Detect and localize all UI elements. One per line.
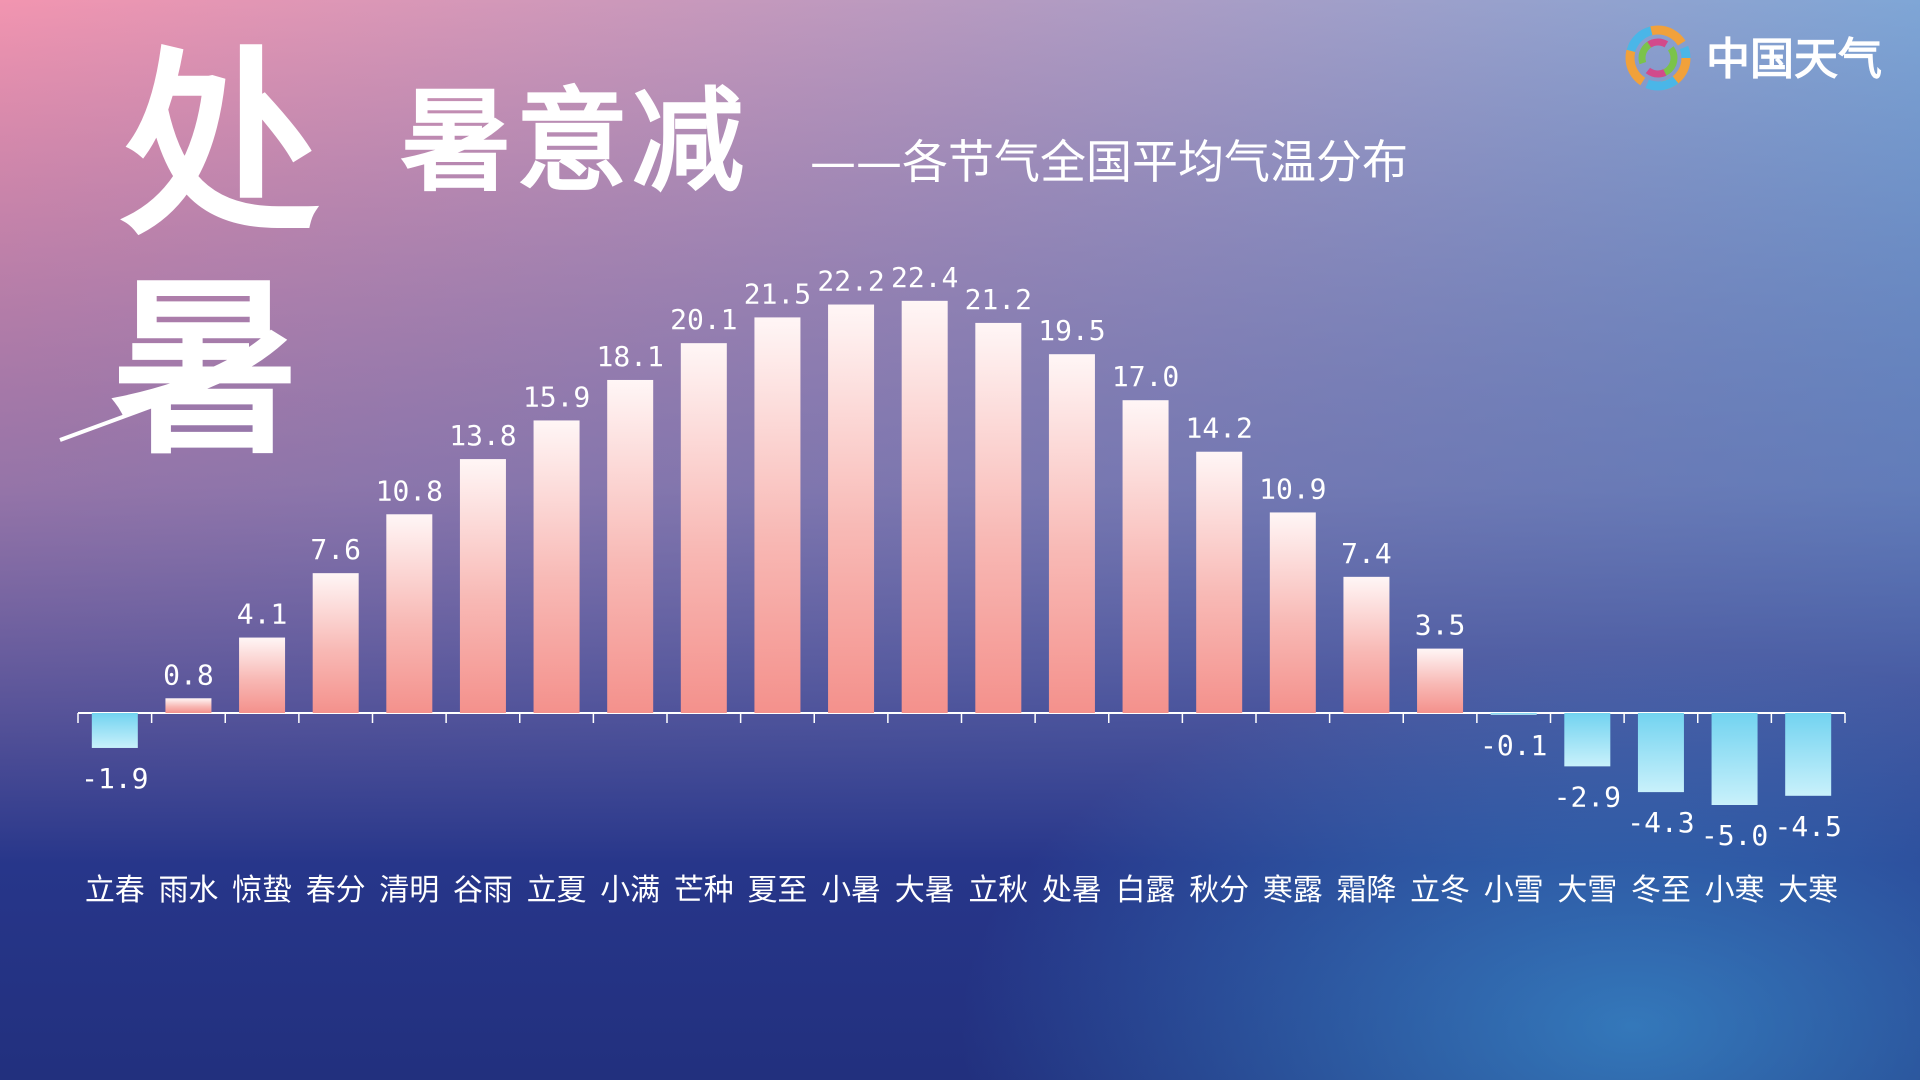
bar [165,698,212,713]
bar [1343,576,1390,713]
value-label: 19.5 [1038,314,1105,347]
value-label: 0.8 [163,658,214,691]
x-tick-label: 大暑 [895,873,955,908]
value-label: 4.1 [237,598,288,631]
bar [680,343,727,713]
bar [1122,400,1169,713]
value-label: 7.6 [310,533,361,566]
x-tick-label: 惊蛰 [232,873,292,908]
bar [91,713,138,748]
value-label: 21.5 [744,277,811,310]
bar [754,317,801,713]
logo-ring [1638,38,1678,78]
bar [1564,713,1611,767]
x-tick-label: 雨水 [158,873,218,908]
logo-ring [1625,25,1691,91]
x-tick-label: 清明 [379,873,439,908]
logo-text: 中国天气 [1706,34,1882,85]
value-label: 20.1 [670,303,737,336]
bar [1637,713,1684,793]
x-tick-label: 冬至 [1631,873,1691,908]
bar [607,379,654,713]
heading-char: 处 [120,28,320,263]
logo: 中国天气 [1625,25,1882,91]
value-label: 7.4 [1341,537,1392,570]
heading-char: 暑 [110,257,300,480]
bar [1417,648,1464,713]
x-tick-label: 小满 [600,873,660,908]
bar [1785,713,1832,796]
x-tick-label: 霜降 [1336,873,1396,908]
value-label: -5.0 [1701,819,1768,852]
chart-title: 暑意减 [400,77,748,207]
value-label: -4.5 [1774,810,1841,843]
value-label: 22.4 [891,261,958,294]
bar [975,322,1022,713]
value-label: -1.9 [81,762,148,795]
x-tick-label: 小寒 [1705,873,1765,908]
bar [1048,354,1095,713]
value-label: 15.9 [523,380,590,413]
x-tick-label: 芒种 [674,873,734,908]
x-tick-label: 小雪 [1484,873,1544,908]
bar [1490,713,1537,715]
value-label: -4.3 [1627,806,1694,839]
x-tick-label: 处暑 [1042,873,1102,908]
bar [533,420,580,713]
x-tick-label: 大寒 [1778,873,1838,908]
x-tick-label: 小暑 [821,873,881,908]
x-tick-label: 大雪 [1557,873,1617,908]
value-label: 22.2 [817,265,884,298]
x-tick-label: 夏至 [747,873,807,908]
bar [828,304,875,713]
bar [239,637,286,713]
brush-stroke [59,368,251,442]
x-tick-label: 寒露 [1263,873,1323,908]
x-tick-label: 立夏 [527,873,587,908]
value-label: 13.8 [449,419,516,452]
value-label: 17.0 [1112,360,1179,393]
value-label: -2.9 [1554,780,1621,813]
value-label: 10.9 [1259,472,1326,505]
bar [312,573,359,713]
value-label: 18.1 [596,340,663,373]
x-tick-label: 秋分 [1189,873,1249,908]
x-tick-label: 立秋 [968,873,1028,908]
value-label: 21.2 [965,283,1032,316]
x-tick-label: 谷雨 [453,873,513,908]
x-tick-label: 立冬 [1410,873,1470,908]
x-tick-label: 白露 [1116,873,1176,908]
value-label: -0.1 [1480,729,1547,762]
chart-subtitle: ——各节气全国平均气温分布 [810,135,1408,189]
x-tick-label: 立春 [85,873,145,908]
value-label: 10.8 [376,474,443,507]
bar [386,514,433,713]
x-tick-label: 春分 [306,873,366,908]
value-label: 14.2 [1185,412,1252,445]
bar [1196,451,1243,713]
bar [459,459,506,713]
bar [1269,512,1316,713]
value-label: 3.5 [1415,609,1466,642]
bar [1711,713,1758,805]
bar [901,300,948,713]
